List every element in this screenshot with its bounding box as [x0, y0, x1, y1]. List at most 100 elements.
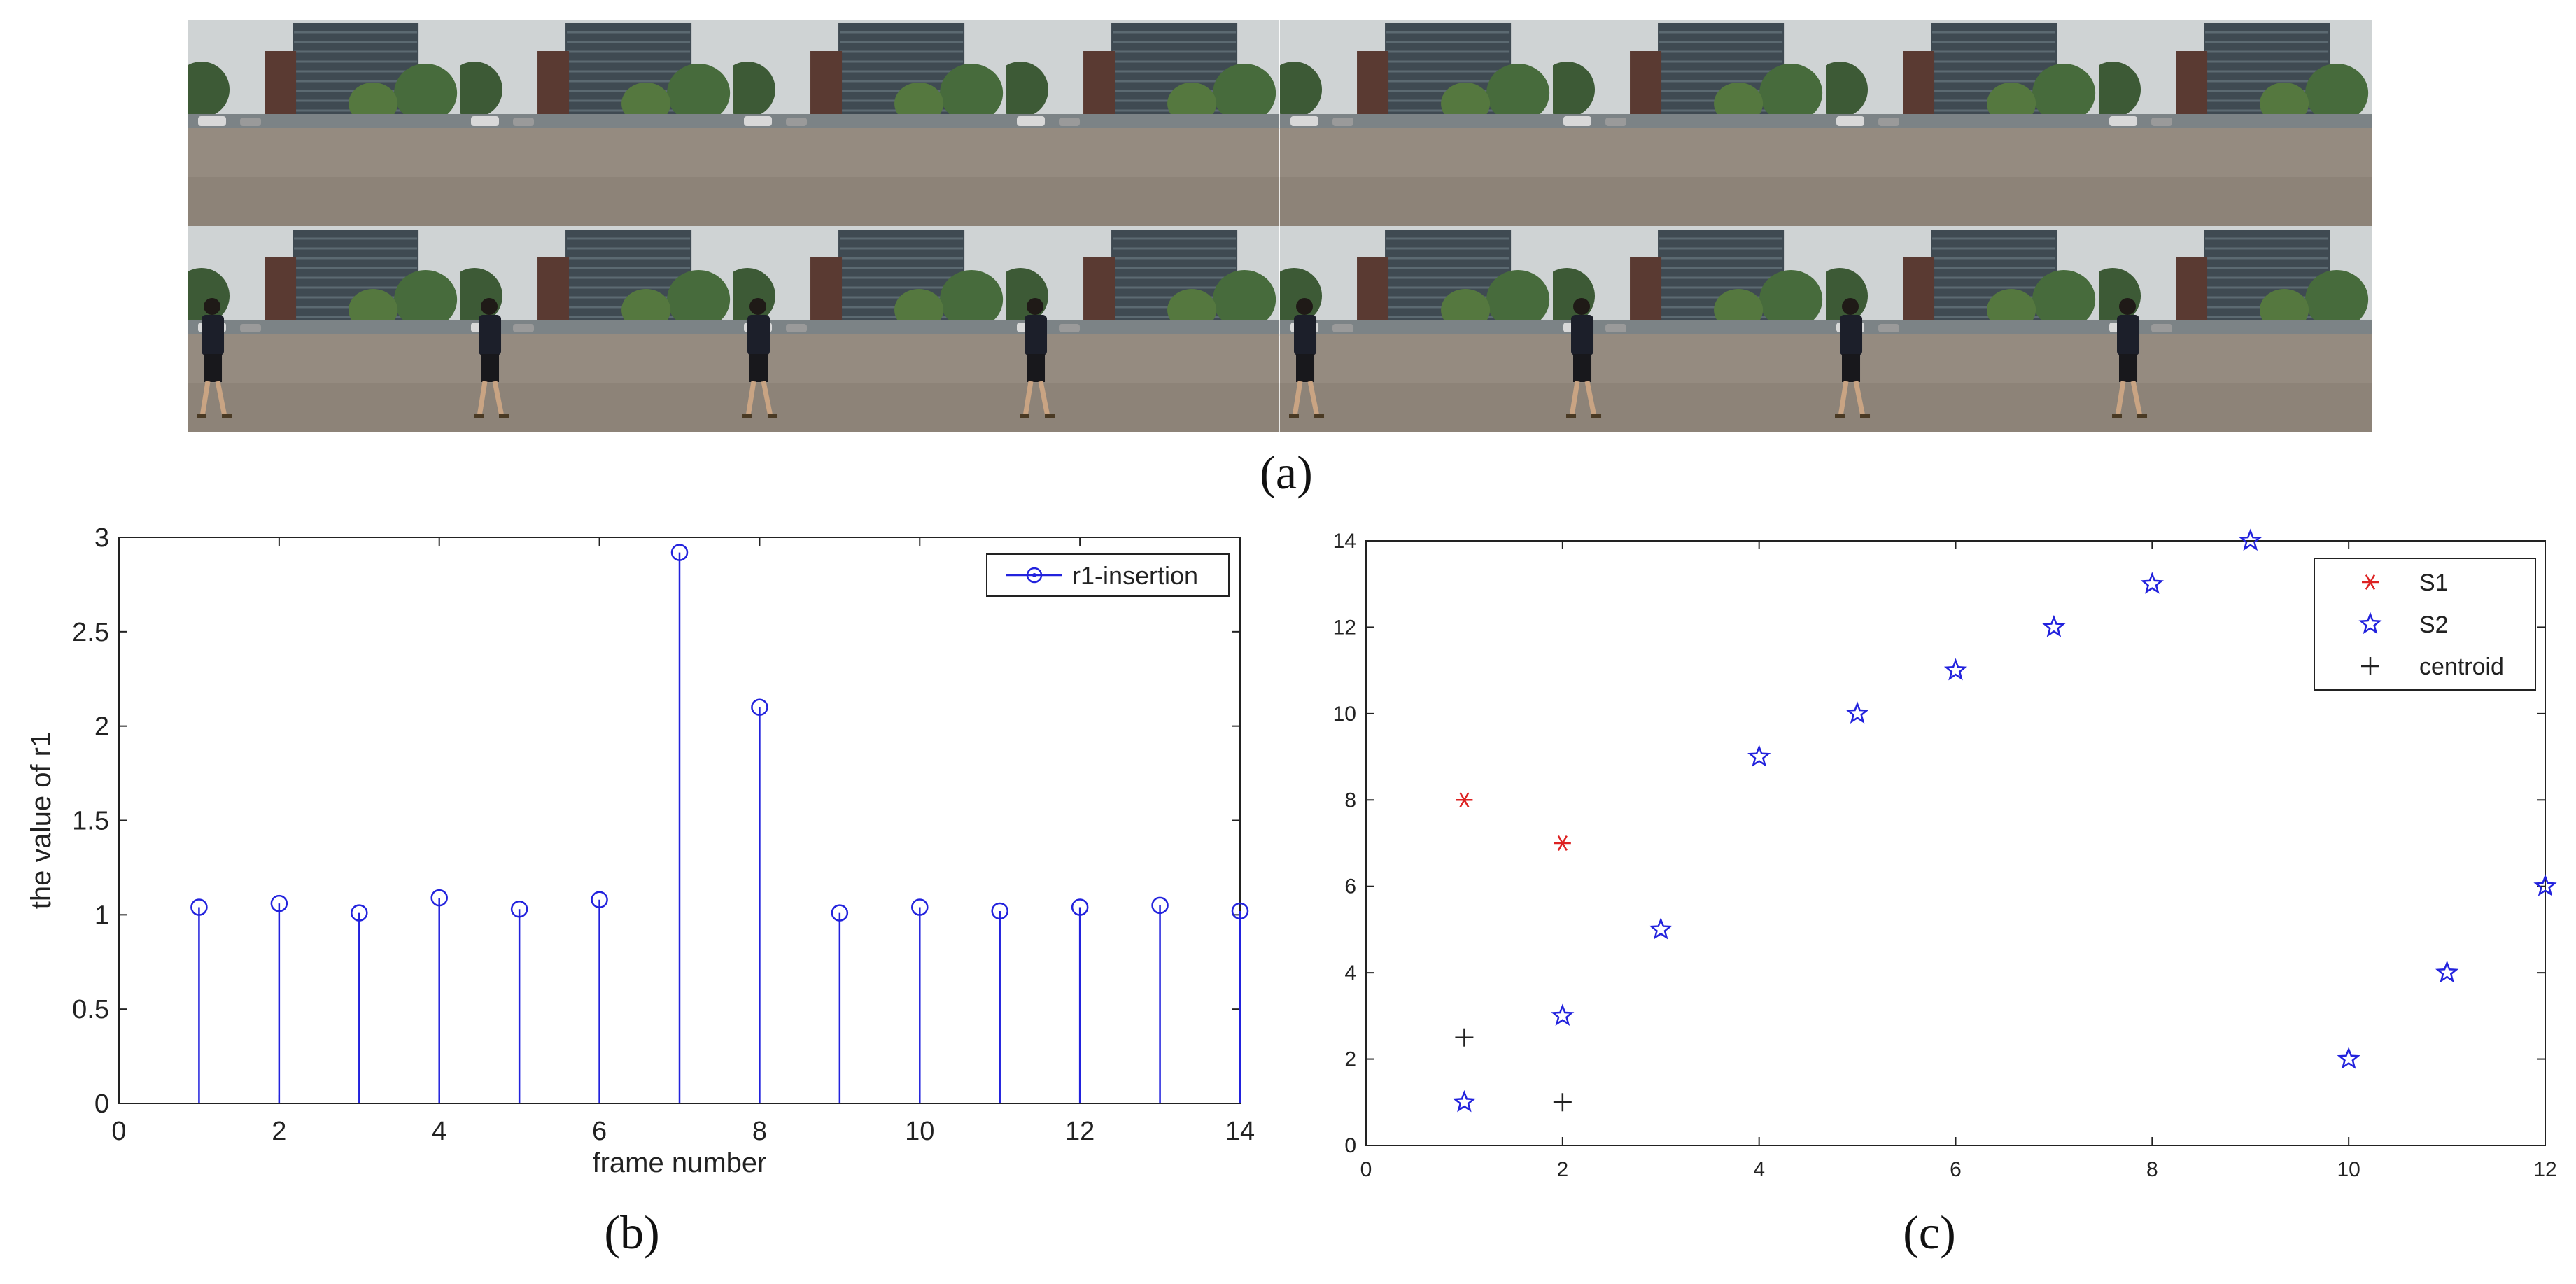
walker-shoe — [2137, 414, 2147, 418]
frame-image — [733, 20, 1007, 226]
stem-marker — [430, 889, 448, 907]
walker-figure — [474, 298, 509, 418]
car — [240, 324, 262, 332]
walker-leg — [745, 381, 756, 417]
walker-shorts — [1027, 354, 1046, 382]
walker-torso — [202, 315, 225, 355]
walker-shoe — [222, 414, 232, 418]
background-frame — [460, 20, 734, 226]
walker-shorts — [2118, 354, 2137, 382]
y-tick-label-b: 0 — [94, 1089, 109, 1119]
tree — [1213, 270, 1276, 329]
x-tick-label-b: 14 — [1225, 1117, 1255, 1146]
walker-shoe — [1045, 414, 1055, 418]
walker-shoe — [197, 414, 207, 418]
walker-head — [749, 298, 767, 315]
tree — [940, 270, 1004, 329]
car — [1059, 118, 1081, 126]
walker-figure — [1020, 298, 1055, 418]
walker-shoe — [1859, 414, 1870, 418]
walker-torso — [1839, 315, 1862, 355]
walker-frame — [1279, 226, 1553, 432]
car — [1059, 324, 1081, 332]
walker-figure — [1565, 298, 1601, 418]
red-building — [1356, 257, 1388, 331]
panel-label-b: (b) — [604, 1206, 660, 1259]
red-building — [1356, 51, 1388, 125]
y-tick-label-b: 2.5 — [72, 618, 109, 647]
walker-frame — [1006, 226, 1280, 432]
car — [1878, 324, 1899, 332]
walker-figure — [742, 298, 778, 418]
frame-image — [1552, 226, 1826, 432]
tree — [940, 64, 1004, 122]
x-tick-label-b: 2 — [272, 1117, 286, 1146]
x-tick-label-b: 4 — [432, 1117, 446, 1146]
walker-leg — [215, 381, 227, 417]
walker-frame — [460, 226, 734, 432]
red-building — [2175, 257, 2207, 331]
walker-shorts — [481, 354, 500, 382]
red-building — [537, 51, 570, 125]
car — [744, 116, 773, 126]
pavement-shade — [1825, 177, 2099, 226]
tree — [1552, 62, 1595, 118]
walker-leg — [2130, 381, 2143, 417]
car — [1836, 116, 1864, 126]
tree — [394, 270, 458, 329]
walker-leg — [1292, 381, 1302, 417]
background-frame — [2098, 20, 2372, 226]
walker-leg — [1569, 381, 1580, 417]
legend-marker-dot-b — [1032, 573, 1036, 577]
x-tick-label-b: 0 — [111, 1117, 126, 1146]
car — [1605, 324, 1626, 332]
red-building — [1902, 257, 1934, 331]
walker-shorts — [1572, 354, 1591, 382]
pavement-shade — [1279, 177, 1553, 226]
tree — [667, 270, 731, 329]
stem-marker — [751, 698, 768, 716]
legend-label-b: r1-insertion — [1072, 561, 1198, 590]
walker-leg — [1022, 381, 1034, 417]
walker-leg — [477, 381, 488, 417]
pavement-shade — [1825, 383, 2099, 432]
tree — [1486, 270, 1549, 329]
tree — [2304, 64, 2368, 122]
y-tick-label-b: 1.5 — [72, 807, 109, 836]
frame-image — [2098, 226, 2372, 432]
tree — [1213, 64, 1276, 122]
walker-torso — [1025, 315, 1048, 355]
walker-leg — [1038, 381, 1050, 417]
stem-marker — [270, 894, 288, 912]
pavement-shade — [188, 177, 461, 226]
pavement-shade — [733, 383, 1007, 432]
x-axis-label-b: frame number — [593, 1148, 767, 1178]
walker-frame — [1552, 226, 1826, 432]
walker-frame — [2098, 226, 2372, 432]
red-building — [1629, 257, 1661, 331]
frame-image — [1279, 20, 1553, 226]
stem-marker — [591, 891, 608, 909]
car — [2151, 324, 2172, 332]
pavement-shade — [1552, 177, 1826, 226]
walker-shoe — [1834, 414, 1845, 418]
walker-frame — [733, 226, 1007, 432]
tree — [2304, 270, 2368, 329]
car — [2151, 118, 2172, 126]
walker-figure — [1288, 298, 1324, 418]
stem-marker — [911, 898, 929, 916]
panel-label-a: (a) — [1260, 446, 1313, 499]
background-frame — [1006, 20, 1280, 226]
stem-marker — [991, 902, 1008, 920]
background-frame — [1279, 20, 1553, 226]
frame-image — [1825, 20, 2099, 226]
tree — [1759, 64, 1822, 122]
car — [1290, 116, 1318, 126]
walker-leg — [2115, 381, 2126, 417]
walker-leg — [1584, 381, 1597, 417]
stem-marker — [1071, 898, 1089, 916]
walker-torso — [2116, 315, 2139, 355]
walker-frame — [1825, 226, 2099, 432]
red-building — [2175, 51, 2207, 125]
walker-leg — [1853, 381, 1866, 417]
